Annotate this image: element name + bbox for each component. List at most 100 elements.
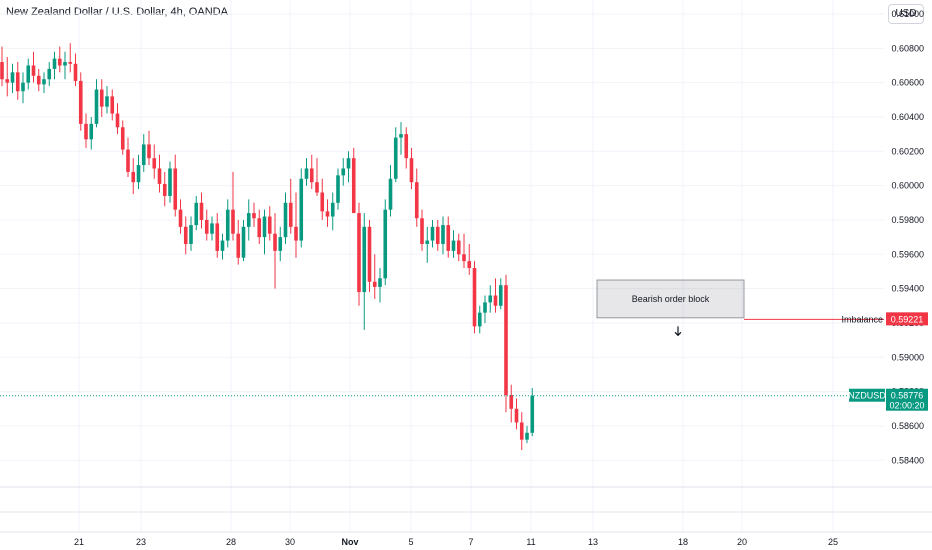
bear-candle <box>367 226 372 282</box>
bull-candle <box>441 225 445 244</box>
bear-candle <box>315 182 319 193</box>
bull-candle <box>362 226 367 293</box>
bear-candle <box>110 96 115 114</box>
bear-candle <box>273 233 277 251</box>
current-price-box <box>886 388 928 411</box>
y-tick-label: 0.58600 <box>891 421 924 431</box>
bull-candle <box>378 278 382 287</box>
bull-candle <box>189 225 193 244</box>
bear-candle <box>231 209 235 234</box>
bull-candle <box>220 240 225 251</box>
bull-candle <box>52 58 57 69</box>
bear-candle <box>414 182 419 219</box>
bear-candle <box>126 149 130 172</box>
bull-candle <box>105 96 109 107</box>
bull-candle <box>278 237 283 251</box>
x-tick-label: 23 <box>136 537 146 547</box>
bear-candle <box>409 158 414 183</box>
bear-candle <box>294 226 298 241</box>
bull-candle <box>488 295 493 303</box>
bull-candle <box>241 226 246 258</box>
bull-candle <box>89 123 94 140</box>
bull-candle <box>399 134 403 138</box>
imbalance-price-box <box>886 312 928 326</box>
bull-candle <box>225 209 230 241</box>
symbol-tag <box>849 388 885 402</box>
bear-candle <box>183 226 188 244</box>
bull-candle <box>94 89 99 124</box>
x-tick-label: 5 <box>408 537 413 547</box>
current-price-label: 0.58776 <box>891 391 924 401</box>
bull-candle <box>393 137 398 179</box>
bear-candle <box>462 254 466 262</box>
x-tick-label: Nov <box>341 537 358 547</box>
bull-candle <box>451 240 456 251</box>
bear-candle <box>215 223 220 251</box>
bull-candle <box>26 65 31 83</box>
bull-candle <box>304 168 309 179</box>
bear-candle <box>257 218 262 238</box>
y-tick-label: 0.59600 <box>891 249 924 259</box>
bull-candle <box>336 175 340 203</box>
x-tick-label: 11 <box>526 537 535 547</box>
bear-candle <box>493 295 498 306</box>
down-arrow-icon <box>674 326 682 337</box>
x-tick-label: 13 <box>588 537 598 547</box>
x-tick-label: 7 <box>468 537 473 547</box>
bear-candle <box>199 202 204 220</box>
bear-candle <box>78 80 83 124</box>
y-tick-label: 0.61000 <box>891 9 924 19</box>
y-tick-label: 0.60600 <box>891 78 924 88</box>
bear-candle <box>173 168 178 210</box>
y-tick-label: 0.60200 <box>891 146 924 156</box>
bull-candle <box>341 168 346 176</box>
x-tick-label: 21 <box>74 537 84 547</box>
bear-candle <box>204 219 209 234</box>
bull-candle <box>483 302 487 313</box>
bear-candle <box>152 158 157 169</box>
bull-candle <box>168 168 172 196</box>
bear-candle <box>236 233 241 258</box>
y-tick-label: 0.59000 <box>891 352 924 362</box>
y-tick-label: 0.60000 <box>891 181 924 191</box>
bear-candle <box>252 213 256 219</box>
bull-candle <box>141 144 146 166</box>
bear-candle <box>73 63 78 81</box>
bull-candle <box>47 68 52 80</box>
bear-candle <box>519 422 524 440</box>
x-tick-label: 18 <box>678 537 688 547</box>
bear-candle <box>435 226 440 244</box>
bear-candle <box>446 225 451 251</box>
bear-candle <box>115 113 120 128</box>
bull-candle <box>246 213 251 227</box>
bear-candle <box>288 202 293 227</box>
bear-candle <box>5 79 10 83</box>
bear-candle <box>162 183 167 196</box>
bear-candle <box>267 216 272 234</box>
bull-candle <box>525 432 529 440</box>
bull-candle <box>299 178 304 241</box>
order-block-label: Bearish order block <box>632 294 710 304</box>
bull-candle <box>498 285 503 306</box>
bull-candle <box>10 72 15 83</box>
bull-candle <box>42 79 46 85</box>
bull-candle <box>346 158 351 169</box>
imbalance-price-label: 0.59221 <box>891 314 924 324</box>
symbol-tag-label: NZDUSD <box>848 391 886 401</box>
bear-candle <box>309 168 314 183</box>
bull-candle <box>262 216 267 238</box>
currency-button[interactable]: USD <box>888 4 924 24</box>
bull-candle <box>194 202 199 226</box>
bear-candle <box>472 268 477 327</box>
y-tick-label: 0.60400 <box>891 112 924 122</box>
bull-candle <box>210 223 214 234</box>
y-tick-label: 0.58400 <box>891 455 924 465</box>
bull-candle <box>425 240 430 244</box>
bear-candle <box>178 209 183 227</box>
bear-candle <box>0 62 4 80</box>
bear-candle <box>404 134 409 159</box>
x-tick-label: 20 <box>737 537 747 547</box>
bull-candle <box>530 395 535 433</box>
bear-candle <box>157 168 162 184</box>
